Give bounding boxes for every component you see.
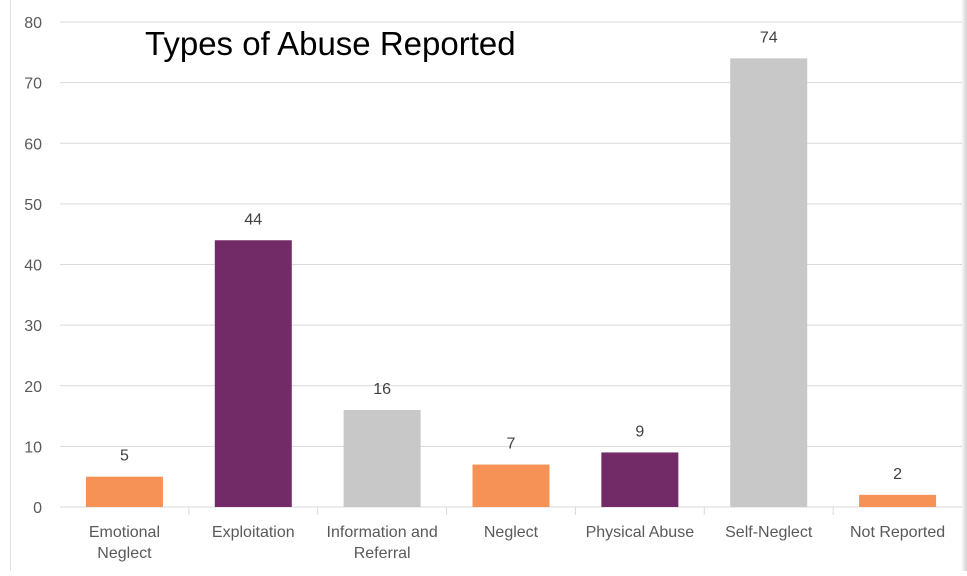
- y-tick-label: 50: [24, 197, 42, 214]
- y-tick-label: 60: [24, 136, 42, 153]
- x-tick-label: Neglect: [484, 524, 539, 541]
- data-labels: 5 44 16 7 9 74 2: [120, 29, 902, 483]
- chart-title: Types of Abuse Reported: [145, 25, 516, 62]
- bar: [601, 452, 679, 507]
- bar: [214, 240, 292, 507]
- x-tick-label: Emotional Neglect: [89, 524, 160, 562]
- x-axis-ticks: Emotional Neglect Exploitation Information …: [89, 507, 945, 562]
- bar: [343, 410, 421, 507]
- gridlines: [60, 21, 962, 508]
- frame-shadow: [961, 0, 967, 571]
- data-label: 16: [373, 381, 391, 398]
- y-axis-ticks: 0 10 20 30 40 50 60 70 80: [24, 15, 42, 517]
- bar: [859, 494, 937, 507]
- y-tick-label: 20: [24, 379, 42, 396]
- x-tick-label: Physical Abuse: [586, 524, 695, 541]
- bar: [730, 58, 808, 507]
- x-tick-label: Self-Neglect: [725, 524, 813, 541]
- x-tick-label: Information and Referral: [327, 524, 438, 562]
- data-label: 5: [120, 448, 129, 465]
- x-tick-label: Not Reported: [850, 524, 945, 541]
- x-tick-label: Exploitation: [212, 524, 295, 541]
- frame-edge: [10, 0, 11, 571]
- data-label: 44: [244, 211, 262, 228]
- y-tick-label: 80: [24, 15, 42, 32]
- y-tick-label: 40: [24, 258, 42, 275]
- data-label: 9: [635, 423, 644, 440]
- y-tick-label: 10: [24, 439, 42, 456]
- bar: [472, 464, 550, 507]
- data-label: 7: [507, 436, 516, 453]
- bar: [85, 476, 163, 507]
- bars: [85, 58, 937, 507]
- y-tick-label: 0: [33, 500, 42, 517]
- y-tick-label: 30: [24, 318, 42, 335]
- y-tick-label: 70: [24, 76, 42, 93]
- data-label: 74: [760, 29, 778, 46]
- data-label: 2: [893, 466, 902, 483]
